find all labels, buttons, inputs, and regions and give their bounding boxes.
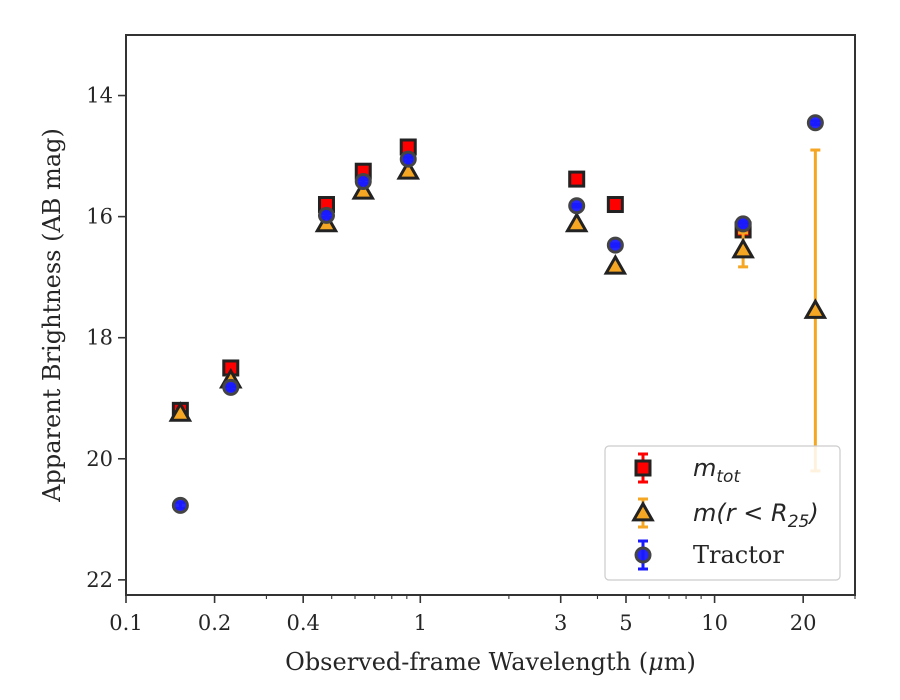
y-axis-label: Apparent Brightness (AB mag) — [38, 128, 66, 503]
x-tick-label: 5 — [619, 611, 632, 635]
legend-mr-R: R — [771, 499, 788, 527]
legend-label-tractor: Tractor — [693, 541, 784, 569]
data-point — [606, 196, 624, 214]
data-point — [734, 215, 752, 233]
legend-mtot-base: m — [693, 454, 716, 482]
legend-mr-base: m — [693, 499, 716, 527]
legend-markers — [631, 452, 655, 571]
legend-mr-paren-open: ( — [716, 499, 727, 527]
legend: mtot m(r < R25) Tractor — [604, 445, 841, 581]
x-tick-label: 0.4 — [286, 611, 319, 635]
legend-mr-Rsub: 25 — [788, 512, 810, 532]
x-axis-label: Observed-frame Wavelength (μm) — [285, 648, 696, 676]
legend-label-m-r25: m(r < R25) — [693, 499, 819, 532]
data-series — [168, 114, 828, 514]
data-point — [564, 211, 589, 233]
series-1 — [168, 148, 828, 473]
data-point — [168, 401, 193, 422]
data-point — [171, 496, 189, 514]
legend-box — [604, 445, 841, 581]
x-tick-label: 0.1 — [109, 611, 142, 635]
x-axis-label-rest: m) — [664, 648, 696, 676]
data-point — [354, 173, 372, 191]
y-tick-label: 22 — [86, 568, 113, 592]
x-ticks: 0.1 0.2 0.4 1 3 5 10 20 — [109, 595, 817, 635]
y-tick-label: 18 — [86, 326, 113, 350]
x-tick-label: 0.2 — [198, 611, 231, 635]
data-point — [222, 378, 240, 396]
y-tick-label: 16 — [86, 205, 113, 229]
legend-mr-r: r — [726, 499, 738, 527]
y-ticks: 14 16 18 20 22 — [86, 84, 126, 592]
legend-marker — [634, 546, 652, 564]
y-tick-label: 14 — [86, 84, 113, 108]
series-2 — [171, 114, 824, 514]
data-point — [399, 150, 417, 168]
legend-label-mtot: mtot — [693, 454, 741, 487]
legend-mr-paren-close: ) — [807, 499, 818, 527]
data-point — [351, 178, 376, 200]
data-point — [603, 254, 628, 275]
data-point — [731, 237, 755, 259]
x-tick-label: 20 — [790, 611, 817, 635]
x-axis-label-main: Observed-frame Wavelength ( — [285, 648, 648, 676]
legend-marker — [631, 500, 655, 522]
y-tick-label: 20 — [86, 447, 113, 471]
data-point — [568, 170, 586, 188]
legend-mr-lt: < — [736, 499, 771, 527]
data-point — [806, 114, 824, 132]
x-tick-label: 1 — [414, 611, 427, 635]
x-tick-label: 10 — [701, 611, 728, 635]
legend-mtot-sub: tot — [716, 467, 741, 487]
data-point — [317, 206, 335, 224]
plot-frame — [125, 34, 856, 596]
x-axis-label-mu: μ — [648, 648, 664, 676]
series-0 — [171, 138, 752, 419]
data-point — [606, 236, 624, 254]
x-tick-label: 3 — [554, 611, 567, 635]
data-point — [803, 298, 828, 319]
data-point — [568, 197, 586, 215]
data-point — [396, 158, 421, 180]
legend-marker — [634, 459, 652, 477]
